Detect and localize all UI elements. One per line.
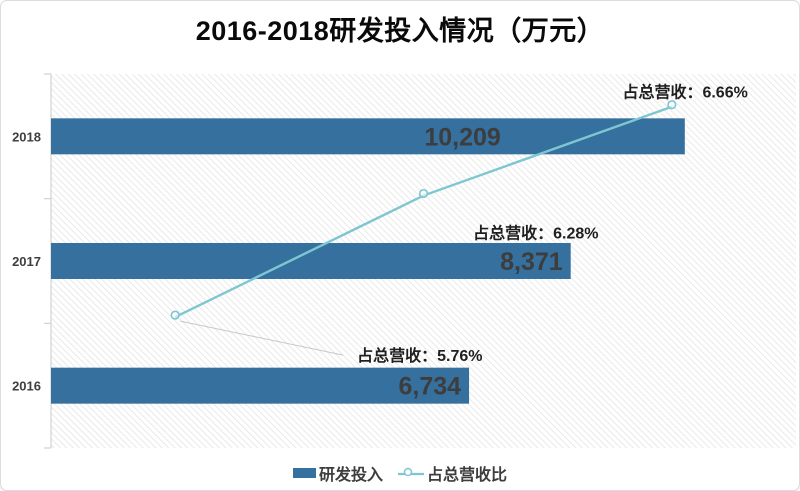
legend-item-bar-series: 研发投入 <box>292 461 383 485</box>
leader-line <box>180 320 344 356</box>
category-label-2018: 2018 <box>12 129 41 144</box>
percent-label-2016: 占总营收：5.76% <box>357 346 482 365</box>
line-marker-2018 <box>667 100 677 110</box>
legend-item-line-series: 占总营收比 <box>398 461 507 485</box>
line-marker-2017 <box>418 188 429 199</box>
bar-value-label-2017: 8,371 <box>500 248 563 276</box>
bar-2018 <box>51 118 685 155</box>
legend-label-line: 占总营收比 <box>427 467 508 484</box>
legend-label-bar: 研发投入 <box>318 467 383 484</box>
line-marker-2016 <box>170 310 180 320</box>
bar-value-label-2018: 10,209 <box>424 123 500 151</box>
bar-2016 <box>51 367 470 404</box>
category-label-2016: 2016 <box>12 379 41 394</box>
bar-2017 <box>51 243 571 279</box>
percent-label-2017: 占总营收：6.28% <box>473 224 598 243</box>
bar-series-swatch-icon <box>292 468 316 478</box>
bar-value-label-2016: 6,734 <box>399 373 462 401</box>
legend: 研发投入 占总营收比 <box>1 462 799 484</box>
line-series-swatch-icon <box>398 467 424 477</box>
percent-label-2018: 占总营收：6.66% <box>622 83 747 102</box>
chart-title: 2016-2018研发投入情况（万元） <box>195 16 605 46</box>
category-label-2017: 2017 <box>12 254 41 269</box>
